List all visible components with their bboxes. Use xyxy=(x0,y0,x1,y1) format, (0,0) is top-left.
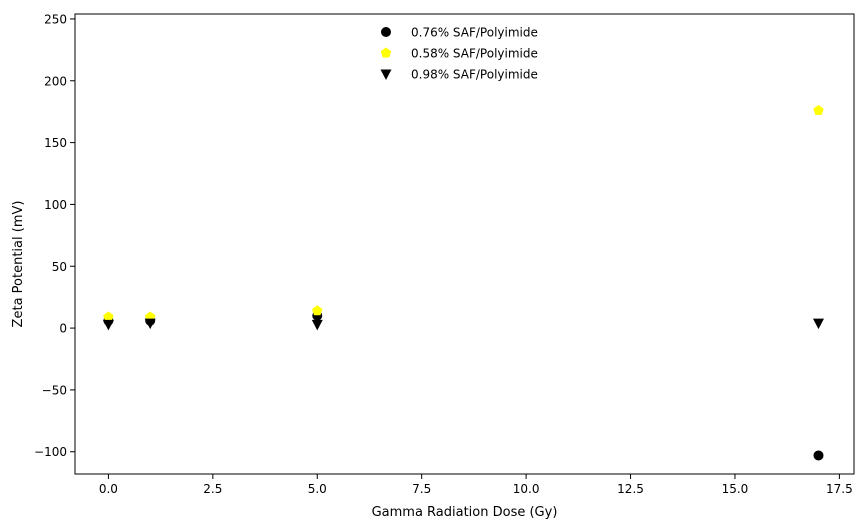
data-point xyxy=(311,319,323,331)
legend: 0.76% SAF/Polyimide 0.58% SAF/Polyimide 0.… xyxy=(380,26,538,82)
y-tick-label: 150 xyxy=(44,136,67,150)
x-tick-label: 17.5 xyxy=(826,482,853,496)
data-point xyxy=(813,104,824,115)
data-point xyxy=(102,319,114,331)
data-point xyxy=(144,318,156,330)
legend-marker xyxy=(380,69,392,80)
plot-frame xyxy=(74,13,855,475)
x-tick-label: 12.5 xyxy=(617,482,644,496)
data-point xyxy=(813,450,824,461)
plot-layer xyxy=(102,104,824,461)
x-tick-label: 15.0 xyxy=(722,482,749,496)
x-tick-label: 0.0 xyxy=(99,482,118,496)
legend-label: 0.58% SAF/Polyimide xyxy=(411,47,538,61)
legend-label: 0.76% SAF/Polyimide xyxy=(411,26,538,40)
y-tick-label: 100 xyxy=(44,198,67,212)
data-point xyxy=(103,311,114,322)
x-tick-label: 5.0 xyxy=(308,482,327,496)
y-tick-label: −100 xyxy=(34,445,67,459)
data-point xyxy=(812,318,824,330)
y-tick-label: 50 xyxy=(52,260,67,274)
y-tick-label: 250 xyxy=(44,12,67,26)
x-tick-label: 10.0 xyxy=(513,482,540,496)
data-point xyxy=(312,305,323,316)
y-tick-label: 200 xyxy=(44,74,67,88)
legend-marker xyxy=(381,27,391,37)
x-axis-label: Gamma Radiation Dose (Gy) xyxy=(372,505,558,520)
y-axis-label: Zeta Potential (mV) xyxy=(11,201,26,328)
y-tick-label: 0 xyxy=(59,322,67,336)
axes-layer: 0.0 2.5 5.0 7.5 10.0 12.5 15.0 17.5 −100 −50 0 50 10… xyxy=(34,12,855,496)
legend-marker xyxy=(380,47,392,58)
legend-label: 0.98% SAF/Polyimide xyxy=(411,68,538,82)
x-tick-label: 2.5 xyxy=(203,482,222,496)
x-tick-label: 7.5 xyxy=(412,482,431,496)
y-tick-label: −50 xyxy=(42,383,67,397)
